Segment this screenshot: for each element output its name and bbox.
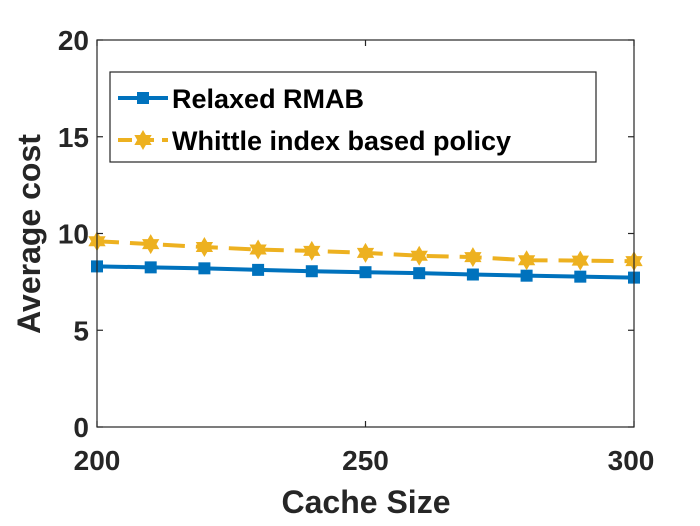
legend-box (109, 71, 597, 163)
y-tick-label: 10 (58, 219, 89, 250)
y-axis-label: Average cost (11, 134, 47, 334)
y-tick-label: 15 (58, 122, 89, 153)
series-2 (88, 231, 643, 272)
data-point (466, 268, 479, 281)
data-point (249, 239, 267, 260)
data-point (252, 263, 265, 276)
data-point (413, 267, 426, 280)
y-tick-label: 0 (73, 412, 89, 443)
x-tick-label: 250 (342, 445, 389, 476)
legend: Relaxed RMAB Whittle index based policy (109, 71, 597, 163)
legend-label: Relaxed RMAB (172, 84, 364, 114)
data-point (359, 266, 372, 279)
data-point (356, 242, 375, 263)
data-point (574, 270, 587, 283)
legend-label: Whittle index based policy (172, 126, 511, 156)
data-point (520, 269, 533, 282)
data-point (195, 237, 214, 258)
legend-marker (134, 130, 152, 150)
x-tick-label: 200 (74, 445, 121, 476)
data-point (144, 261, 157, 274)
plot-area (88, 231, 643, 284)
data-point (142, 234, 160, 255)
data-point (305, 265, 318, 278)
x-tick-label: 300 (608, 445, 655, 476)
x-axis-label: Cache Size (282, 484, 451, 520)
y-tick-label: 5 (73, 315, 89, 346)
y-tick-label: 20 (58, 25, 89, 56)
data-point (198, 262, 211, 275)
legend-marker (137, 92, 149, 104)
data-point (410, 245, 428, 266)
data-point (303, 240, 321, 261)
data-point (517, 250, 536, 271)
data-point (571, 250, 589, 271)
axes: 0 5 10 15 20 200 250 300 (58, 25, 655, 476)
data-point (464, 247, 482, 268)
